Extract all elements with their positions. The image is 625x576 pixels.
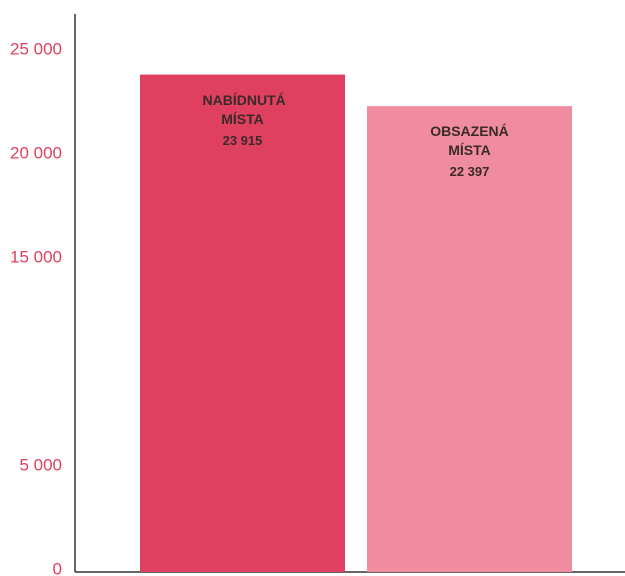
y-tick-label: 25 000	[10, 39, 62, 58]
y-tick-label: 0	[53, 559, 62, 576]
bar	[140, 74, 345, 573]
y-tick-label: 20 000	[10, 143, 62, 162]
category-label: OBSAZENÁ MÍSTA	[430, 123, 509, 159]
category-label: NABÍDNUTÁ MÍSTA	[202, 91, 286, 127]
value-label: 22 397	[449, 164, 490, 180]
y-tick-label: 5 000	[19, 455, 62, 474]
y-tick-label: 15 000	[10, 247, 62, 266]
bar	[367, 106, 572, 573]
value-label: 23 915	[222, 132, 263, 148]
